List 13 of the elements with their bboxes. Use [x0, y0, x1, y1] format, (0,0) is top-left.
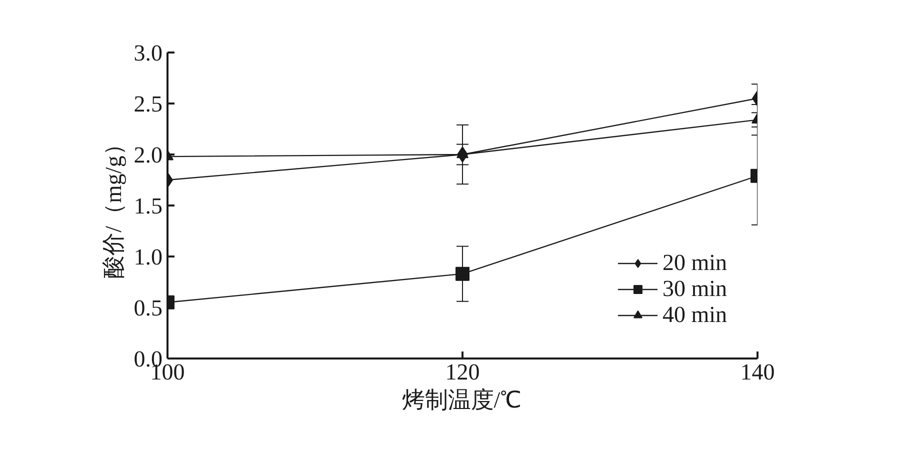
y-tick-label: 3.0 [134, 40, 162, 66]
legend-label: 20 min [662, 250, 727, 276]
legend-label: 30 min [662, 276, 727, 302]
y-tick-label: 2.5 [134, 92, 162, 116]
x-tick-label: 120 [445, 360, 480, 384]
y-tick-label: 0.5 [134, 296, 162, 320]
y-axis-title: 酸价/（mg/g） [100, 132, 126, 278]
y-tick-label: 1.0 [134, 244, 162, 270]
x-axis-title: 烤制温度/℃ [402, 388, 522, 412]
legend-label: 40 min [662, 302, 727, 328]
x-tick-label: 140 [740, 360, 775, 384]
y-tick-label: 2.0 [134, 142, 162, 168]
y-tick-label: 1.5 [134, 194, 162, 218]
